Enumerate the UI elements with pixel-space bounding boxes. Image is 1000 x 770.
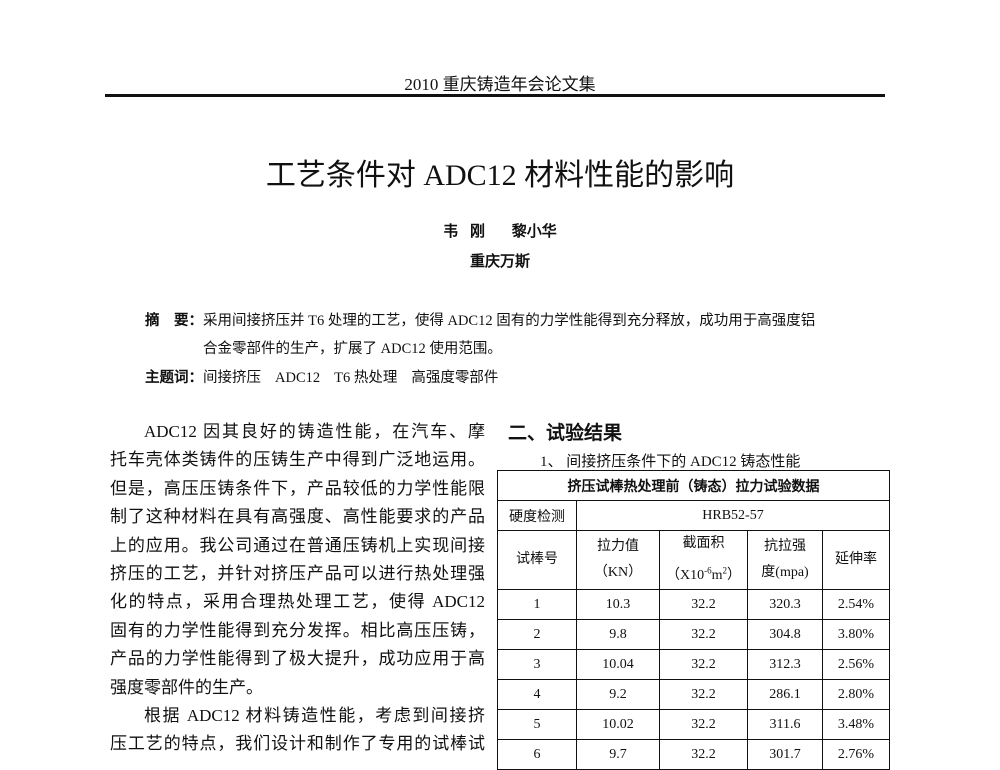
cell-specimen: 2 (497, 619, 577, 650)
header-unit: （X10-6m2） (665, 565, 741, 583)
cell-force: 10.04 (576, 649, 660, 680)
header-strength: 抗拉强度(mpa) (747, 530, 823, 590)
cell-strength: 311.6 (747, 709, 823, 740)
cell-force: 9.7 (576, 739, 660, 770)
header-text: 拉力值 (597, 539, 639, 554)
body-line: 固有的力学性能得到充分发挥。相比高压压铸， (110, 620, 485, 640)
author: 韦 刚 (443, 224, 485, 240)
header-area: 截面积 （X10-6m2） (659, 530, 748, 590)
table-row: 3 10.04 32.2 312.3 2.56% (497, 649, 890, 680)
body-line: 制了这种材料在具有高强度、高性能要求的产品 (110, 507, 485, 527)
table-caption: 1、 间接挤压条件下的 ADC12 铸态性能 (540, 454, 801, 470)
cell-force: 10.3 (576, 589, 660, 620)
author: 黎小华 (511, 224, 557, 240)
body-line: 化的特点，采用合理热处理工艺，使得 ADC12 (110, 592, 485, 612)
cell-specimen: 3 (497, 649, 577, 680)
cell-area: 32.2 (659, 679, 748, 710)
table-header-row: 试棒号 拉力值 （KN） 截面积 （X10-6m2） 抗拉强度(mpa) 延伸率 (497, 530, 890, 590)
header-text: 截面积 (682, 536, 725, 552)
cell-force: 10.02 (576, 709, 660, 740)
cell-strength: 312.3 (747, 649, 823, 680)
cell-elongation: 2.54% (822, 589, 890, 620)
table-row: 4 9.2 32.2 286.1 2.80% (497, 679, 890, 710)
abstract: 摘 要：采用间接挤压并 T6 处理的工艺，使得 ADC12 固有的力学性能得到充… (145, 309, 815, 330)
header-rule (105, 94, 885, 97)
hardness-value: HRB52-57 (576, 500, 890, 531)
cell-strength: 304.8 (747, 619, 823, 650)
header-text: 抗拉强 (764, 539, 806, 554)
cell-area: 32.2 (659, 649, 748, 680)
body-line: 但是，高压压铸条件下，产品较低的力学性能限 (110, 478, 485, 498)
cell-strength: 286.1 (747, 679, 823, 710)
affiliation: 重庆万斯 (469, 254, 530, 270)
body-line: 托车壳体类铸件的压铸生产中得到广泛地运用。 (110, 450, 485, 470)
body-line: 强度零部件的生产。 (110, 677, 263, 697)
header-force: 拉力值 （KN） (576, 530, 660, 590)
cell-elongation: 2.76% (822, 739, 890, 770)
keyword: 高强度零部件 (411, 370, 499, 386)
cell-force: 9.8 (576, 619, 660, 650)
cell-elongation: 2.80% (822, 679, 890, 710)
hardness-label: 硬度检测 (497, 500, 577, 531)
table-row: 1 10.3 32.2 320.3 2.54% (497, 589, 890, 620)
table-row: 5 10.02 32.2 311.6 3.48% (497, 709, 890, 740)
table-title: 挤压试棒热处理前（铸态）拉力试验数据 (497, 470, 890, 501)
cell-specimen: 6 (497, 739, 577, 770)
paper-title: 工艺条件对 ADC12 材料性能的影响 (265, 159, 735, 192)
cell-area: 32.2 (659, 709, 748, 740)
table-title-row: 挤压试棒热处理前（铸态）拉力试验数据 (497, 470, 890, 501)
body-line: 压工艺的特点，我们设计和制作了专用的试棒试 (110, 734, 485, 754)
abstract-text: 合金零部件的生产，扩展了 ADC12 使用范围。 (203, 341, 502, 357)
table-row: 6 9.7 32.2 301.7 2.76% (497, 739, 890, 770)
authors: 韦 刚 黎小华 (0, 220, 1000, 241)
body-line: ADC12 因其良好的铸造性能，在汽车、摩 (144, 422, 485, 441)
cell-strength: 301.7 (747, 739, 823, 770)
cell-area: 32.2 (659, 739, 748, 770)
keyword: T6 热处理 (334, 370, 398, 386)
keywords-label: 主题词： (145, 370, 203, 386)
running-head: 2010 重庆铸造年会论文集 (404, 75, 596, 94)
abstract-text: 采用间接挤压并 T6 处理的工艺，使得 ADC12 固有的力学性能得到充分释放，… (203, 313, 816, 329)
cell-area: 32.2 (659, 589, 748, 620)
table-row: 2 9.8 32.2 304.8 3.80% (497, 619, 890, 650)
body-line: 挤压的工艺，并针对挤压产品可以进行热处理强 (110, 564, 485, 583)
header-specimen: 试棒号 (497, 530, 577, 590)
tensile-test-table: 挤压试棒热处理前（铸态）拉力试验数据 硬度检测 HRB52-57 试棒号 拉力值… (497, 470, 890, 770)
section-heading: 二、试验结果 (508, 423, 623, 444)
header-unit: 度(mpa) (761, 565, 809, 580)
cell-elongation: 3.48% (822, 709, 890, 740)
body-line: 产品的力学性能得到了极大提升，成功应用于高 (110, 649, 485, 669)
cell-specimen: 4 (497, 679, 577, 710)
header-elongation: 延伸率 (822, 530, 890, 590)
keyword: 间接挤压 (203, 370, 261, 386)
abstract-label: 摘 要： (145, 313, 203, 329)
header-unit: （KN） (593, 565, 643, 580)
keywords: 主题词：间接挤压 ADC12 T6 热处理 高强度零部件 (145, 366, 512, 387)
body-line: 上的应用。我公司通过在普通压铸机上实现间接 (110, 535, 485, 555)
cell-strength: 320.3 (747, 589, 823, 620)
cell-elongation: 2.56% (822, 649, 890, 680)
cell-specimen: 5 (497, 709, 577, 740)
keyword: ADC12 (275, 370, 321, 386)
cell-specimen: 1 (497, 589, 577, 620)
hardness-row: 硬度检测 HRB52-57 (497, 500, 890, 531)
cell-area: 32.2 (659, 619, 748, 650)
cell-force: 9.2 (576, 679, 660, 710)
cell-elongation: 3.80% (822, 619, 890, 650)
body-line: 根据 ADC12 材料铸造性能，考虑到间接挤 (144, 706, 485, 725)
